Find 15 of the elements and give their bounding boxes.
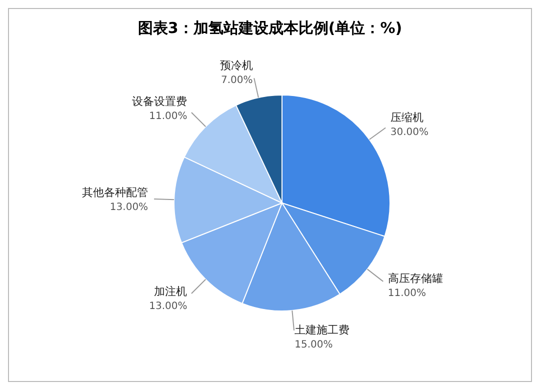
slice-label: 压缩机 bbox=[390, 111, 424, 124]
data-label: 11.00% bbox=[149, 111, 188, 122]
slice-label: 加注机 bbox=[154, 284, 188, 298]
slice-label: 高压存储罐 bbox=[388, 272, 443, 286]
slice-label: 预冷机 bbox=[220, 59, 253, 72]
slice-label: 设备设置费 bbox=[132, 95, 188, 108]
data-label: 13.00% bbox=[149, 300, 188, 312]
data-label: 11.00% bbox=[388, 288, 426, 300]
data-label: 13.00% bbox=[110, 202, 148, 213]
data-label: 7.00% bbox=[220, 75, 253, 86]
slice-label: 其他各种配管 bbox=[82, 186, 148, 199]
chart-title: 图表3：加氢站建设成本比例(单位：%) bbox=[136, 19, 404, 38]
data-label: 15.00% bbox=[294, 339, 333, 350]
slice-label: 土建施工费 bbox=[294, 323, 350, 336]
data-label: 30.00% bbox=[390, 127, 429, 138]
